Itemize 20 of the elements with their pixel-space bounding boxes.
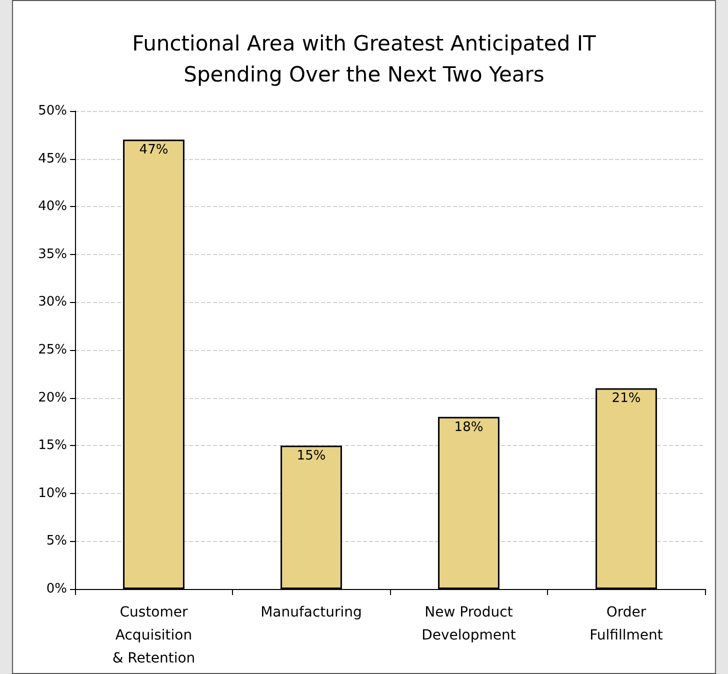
x-tick-label: New Product Development (422, 604, 516, 644)
y-tick-label: 5% (46, 534, 67, 549)
data-label: 47% (139, 142, 168, 158)
y-tick-label: 45% (38, 151, 67, 166)
y-tick-label: 20% (38, 390, 67, 406)
y-tick-label: 35% (38, 246, 67, 262)
y-tick-label: 0% (46, 582, 67, 596)
chart-title: Functional Area with Greatest Anticipated IT Spending Over the Next Two Years (132, 32, 596, 86)
y-tick-label: 40% (38, 199, 67, 214)
y-tick-label: 10% (38, 486, 67, 501)
data-label: 15% (296, 448, 326, 464)
y-tick-label: 30% (38, 294, 67, 310)
y-tick-label: 25% (38, 342, 67, 358)
y-tick-label: 50% (38, 104, 67, 118)
x-tick-label: Order Fulfillment (590, 604, 664, 644)
x-tick-label: Customer Acquisition & Retention (112, 604, 196, 666)
y-tick-label: 15% (38, 438, 67, 454)
x-tick-label: Manufacturing (260, 604, 362, 620)
data-label: 18% (454, 420, 484, 435)
data-label: 21% (612, 391, 641, 406)
